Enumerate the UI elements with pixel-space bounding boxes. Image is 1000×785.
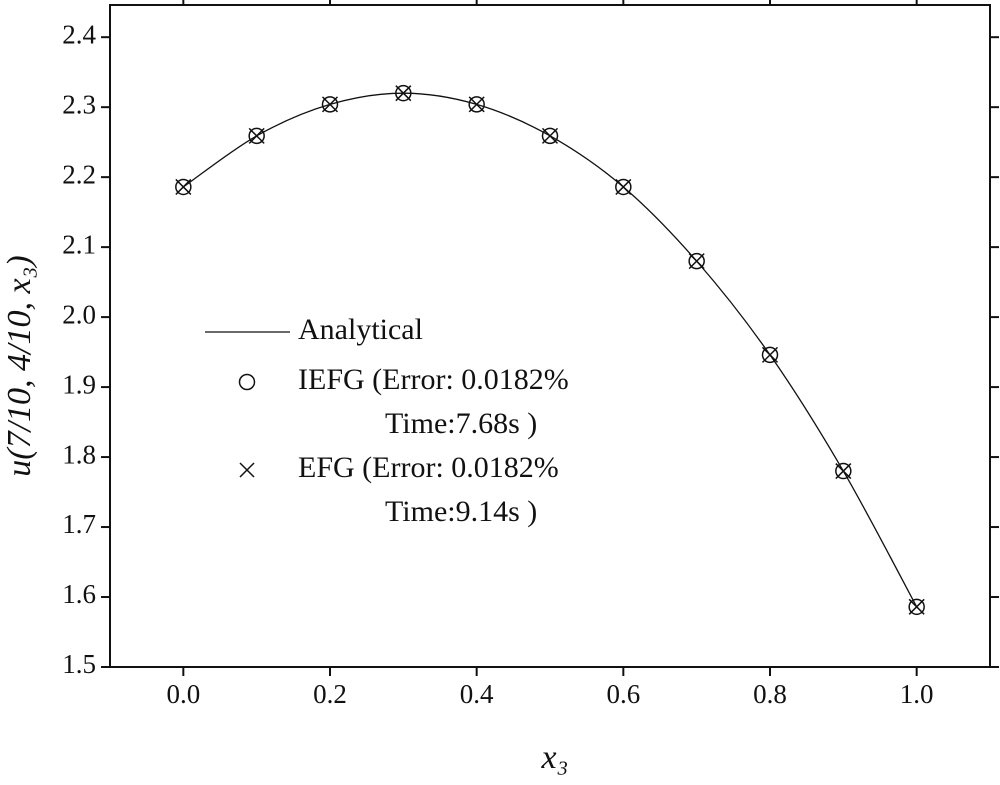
data-marker <box>468 96 485 113</box>
x-tick-label: 0.2 <box>313 679 347 709</box>
y-tick-label: 2.4 <box>62 19 96 49</box>
data-marker <box>615 178 632 195</box>
data-marker <box>688 252 705 270</box>
data-marker <box>541 127 559 145</box>
x-tick-label: 0.4 <box>460 679 494 709</box>
data-marker <box>321 96 339 113</box>
data-marker <box>761 346 779 363</box>
data-marker <box>175 178 192 196</box>
legend-label: EFG (Error: 0.0182% Time:9.14s ) <box>298 451 559 528</box>
analytical-line <box>182 92 918 608</box>
data-marker <box>615 178 632 196</box>
y-tick-label: 1.8 <box>62 439 96 469</box>
data-marker <box>835 463 852 480</box>
y-tick-label: 1.5 <box>62 649 96 679</box>
legend-label: IEFG (Error: 0.0182% Time:7.68s ) <box>298 363 569 440</box>
data-marker <box>541 127 559 144</box>
data-marker <box>761 346 779 364</box>
x-tick-label: 1.0 <box>900 679 934 709</box>
data-marker <box>395 84 412 102</box>
y-tick-label: 1.6 <box>62 579 96 609</box>
plot-frame <box>109 4 991 668</box>
legend-marker <box>239 462 255 478</box>
y-tick-label: 1.9 <box>62 369 96 399</box>
y-tick-label: 2.1 <box>62 229 96 259</box>
y-tick-label: 1.7 <box>62 509 96 539</box>
x-tick-label: 0.6 <box>606 679 640 709</box>
data-marker <box>908 598 925 616</box>
data-marker <box>468 96 485 113</box>
y-tick-label: 2.0 <box>62 299 96 329</box>
data-marker <box>248 127 265 144</box>
data-marker <box>248 127 265 145</box>
x-axis-label: x₃ <box>541 739 569 776</box>
data-marker <box>908 598 925 615</box>
y-tick-label: 2.2 <box>62 159 96 189</box>
y-tick-label: 2.3 <box>62 89 96 119</box>
data-marker <box>835 462 852 480</box>
x-tick-label: 0.8 <box>753 679 787 709</box>
legend-marker <box>238 373 256 391</box>
data-marker <box>175 178 192 195</box>
data-marker <box>688 253 705 270</box>
y-axis-label: u(7/10, 4/10, x₃) <box>1 255 38 476</box>
data-marker <box>321 96 339 113</box>
x-tick-label: 0.0 <box>166 679 200 709</box>
legend-label: Analytical <box>298 313 423 346</box>
data-marker <box>395 85 412 102</box>
